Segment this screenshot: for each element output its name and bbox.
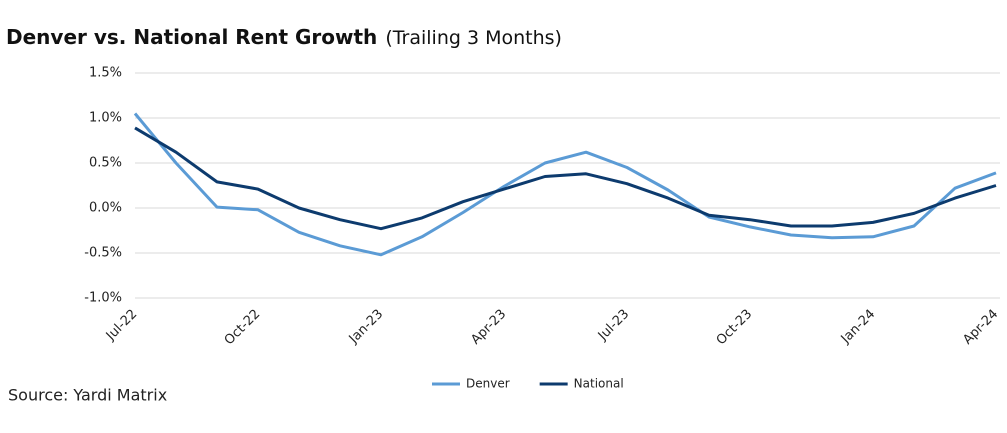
x-tick-label: Apr-24 (960, 307, 1001, 348)
x-tick-label: Apr-23 (468, 307, 509, 348)
legend-label: Denver (466, 377, 510, 391)
y-tick-label: 0.5% (89, 156, 122, 171)
y-tick-label: -0.5% (84, 246, 122, 261)
chart-title: Denver vs. National Rent Growth (Trailing… (6, 25, 562, 49)
x-tick-label: Oct-23 (714, 307, 756, 349)
x-tick-label: Jul-23 (595, 307, 632, 344)
series-line (134, 126, 997, 231)
y-tick-label: 1.5% (89, 66, 122, 81)
x-tick-label: Jan-23 (346, 307, 387, 348)
title: Denver vs. National Rent Growth (6, 25, 377, 49)
x-tick-label: Jan-24 (838, 307, 879, 348)
legend-label: National (574, 377, 624, 391)
x-tick-label: Jul-22 (103, 307, 140, 344)
y-tick-label: 1.0% (89, 111, 122, 126)
subtitle: (Trailing 3 Months) (385, 27, 562, 49)
source: Source: Yardi Matrix (8, 386, 167, 405)
x-tick-label: Oct-22 (222, 307, 264, 349)
y-tick-label: -1.0% (84, 291, 122, 306)
series-line (133, 112, 997, 257)
y-tick-label: 0.0% (89, 201, 122, 216)
